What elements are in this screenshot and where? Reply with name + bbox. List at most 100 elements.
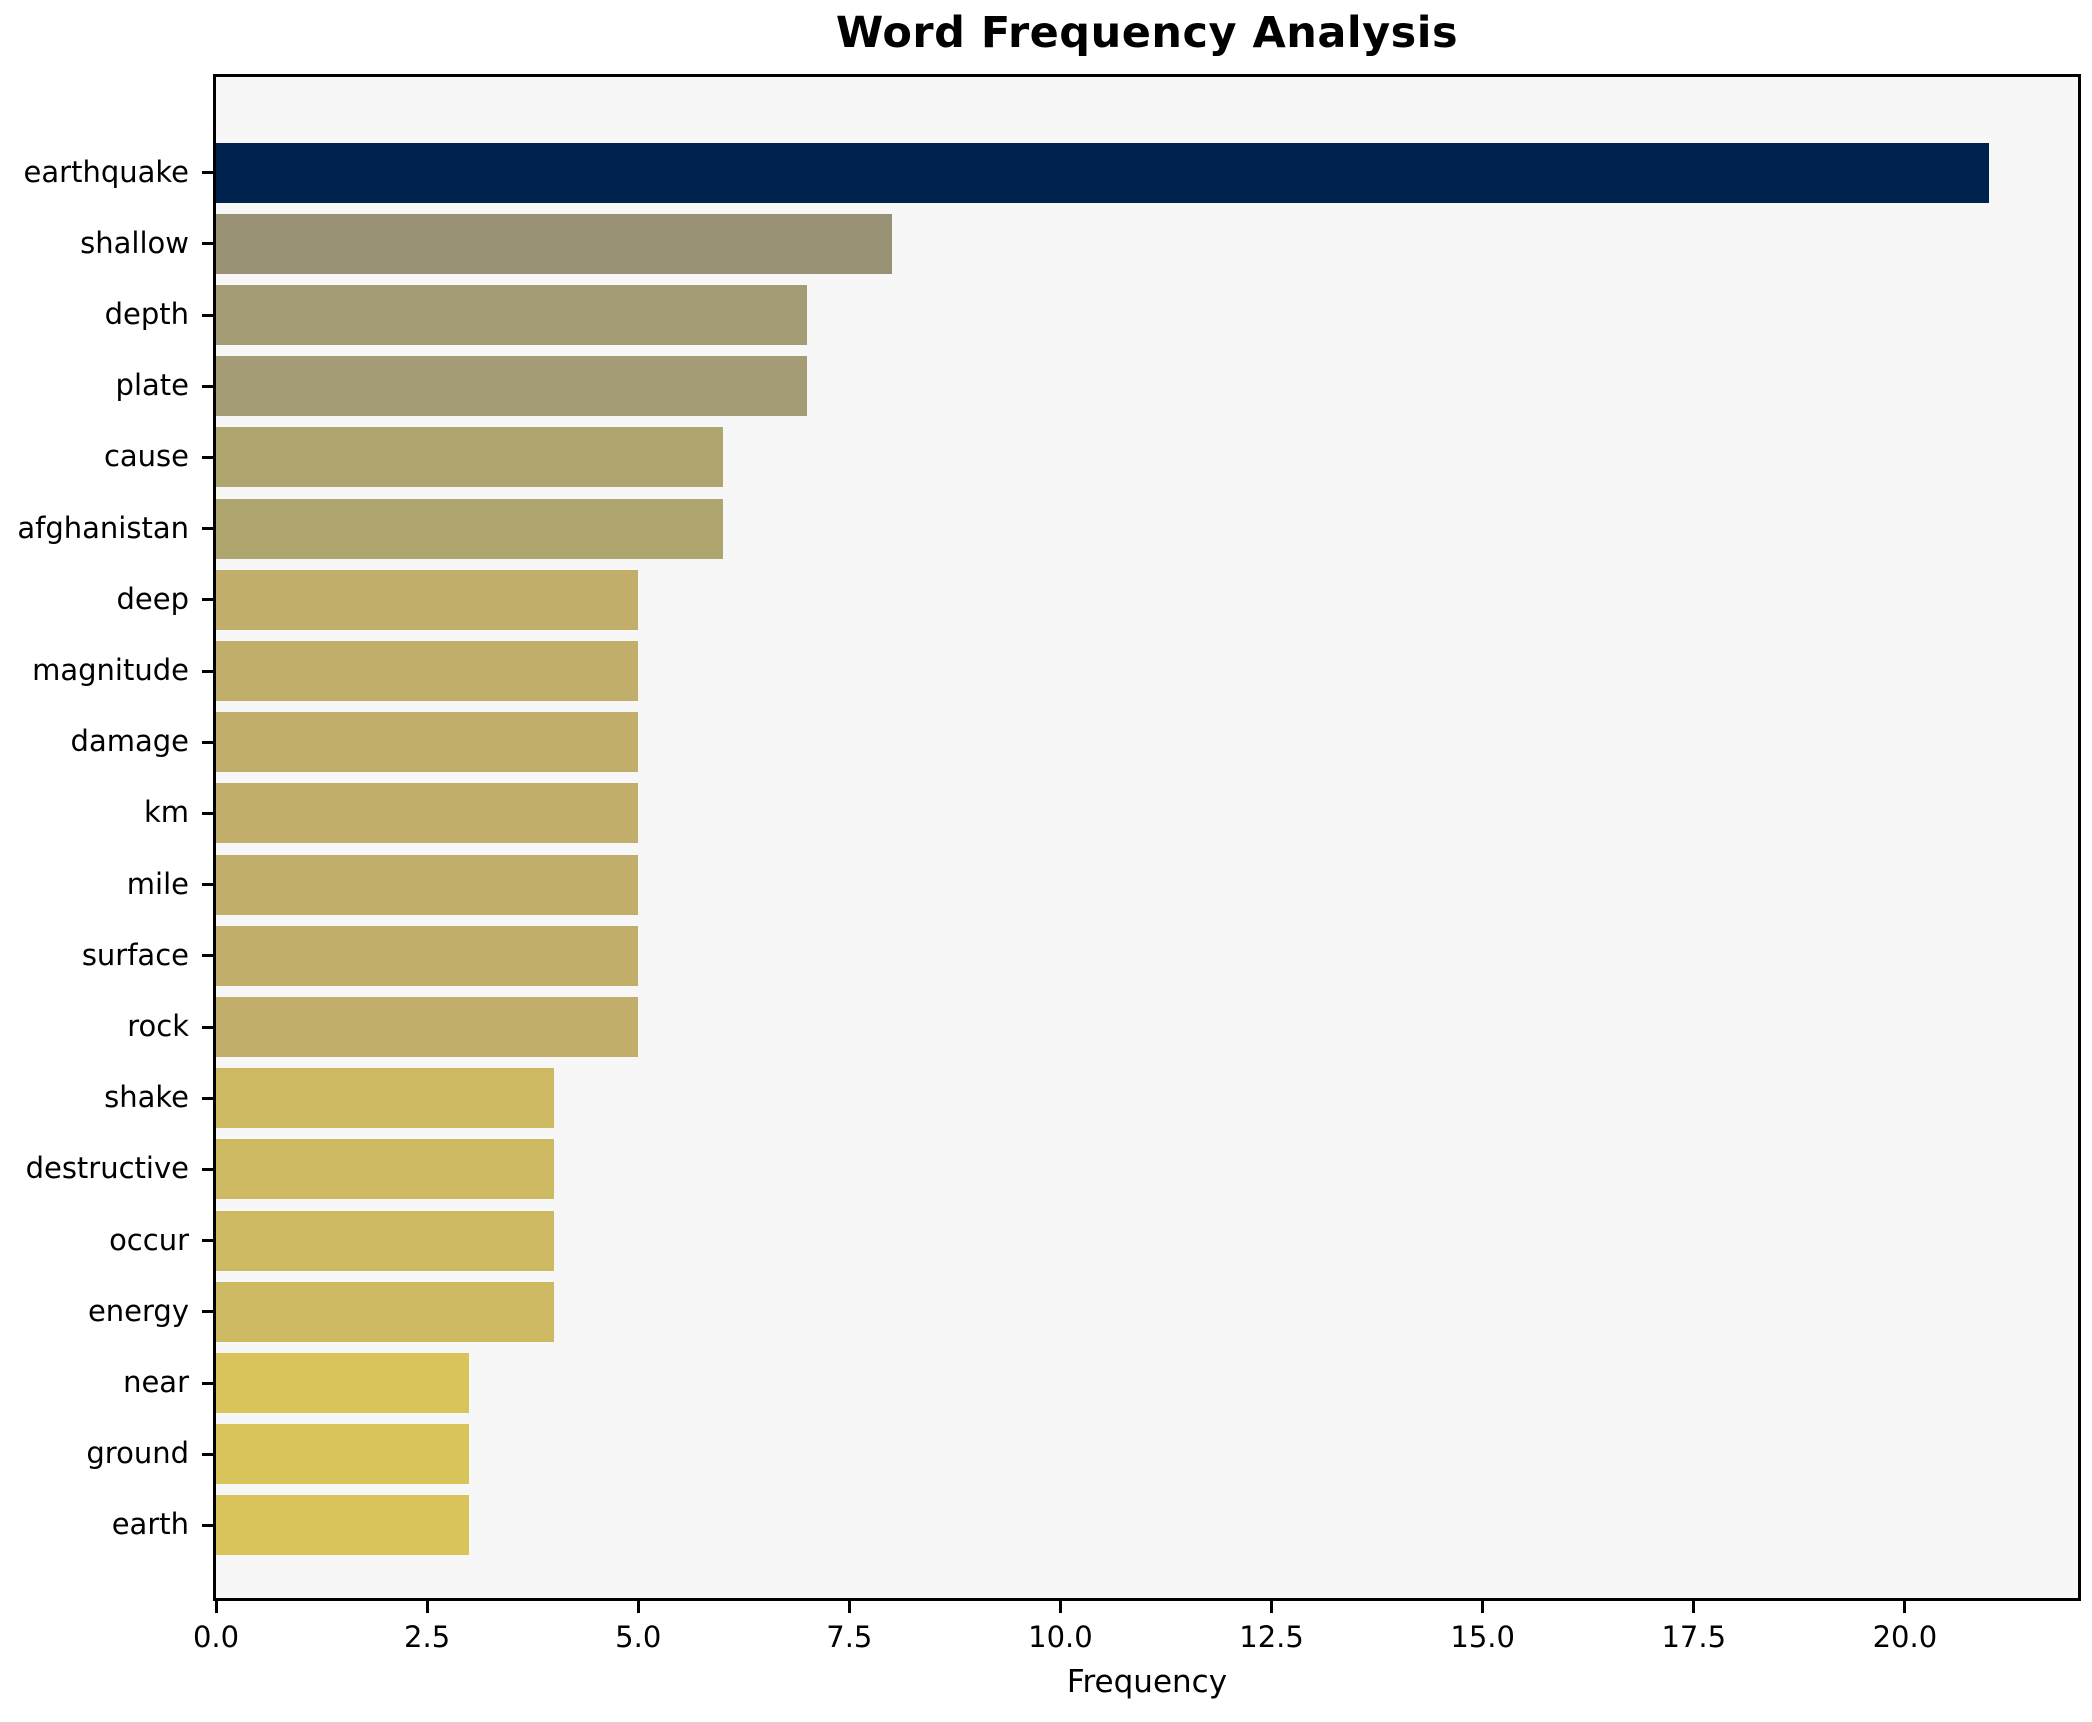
y-tick-mark	[202, 1310, 213, 1314]
y-tick-label-occur: occur	[109, 1222, 189, 1257]
y-tick-label-rock: rock	[127, 1009, 189, 1043]
frequency-bar-shallow	[216, 213, 892, 274]
bar-row	[216, 991, 2078, 1062]
frequency-bar-energy	[216, 1281, 554, 1342]
y-tick-label-near: near	[123, 1365, 189, 1399]
bar-row	[216, 493, 2078, 564]
y-tick-mark	[202, 242, 213, 246]
y-tick-mark	[202, 669, 213, 673]
x-tick-label-10.0: 10.0	[1028, 1620, 1093, 1654]
bar-row	[216, 778, 2078, 849]
frequency-bar-occur	[216, 1210, 554, 1271]
y-tick-mark	[202, 883, 213, 887]
y-tick-mark	[202, 1025, 213, 1029]
frequency-bar-surface	[216, 925, 639, 986]
x-axis-title: Frequency	[1066, 1664, 1228, 1700]
y-tick-mark	[202, 171, 213, 175]
y-tick-mark	[202, 1239, 213, 1243]
y-tick-mark	[202, 1096, 213, 1100]
chart-title: Word Frequency Analysis	[835, 8, 1459, 58]
x-tick-label-0.0: 0.0	[192, 1620, 240, 1654]
x-tick-mark	[847, 1601, 851, 1613]
y-tick-label-plate: plate	[115, 368, 189, 403]
bar-row	[216, 351, 2078, 422]
frequency-bar-earthquake	[216, 142, 1990, 203]
bar-row	[216, 1063, 2078, 1134]
y-tick-label-magnitude: magnitude	[32, 653, 189, 687]
y-tick-label-shake: shake	[104, 1080, 189, 1115]
x-tick-mark	[1903, 1601, 1907, 1613]
bar-row	[216, 1276, 2078, 1347]
frequency-bar-km	[216, 783, 639, 844]
bar-row	[216, 208, 2078, 279]
y-tick-mark	[202, 384, 213, 388]
x-tick-mark	[1058, 1601, 1062, 1613]
frequency-bar-deep	[216, 569, 639, 630]
y-tick-mark	[202, 313, 213, 317]
y-tick-mark	[202, 455, 213, 459]
frequency-bar-afghanistan	[216, 498, 723, 559]
y-tick-mark	[202, 954, 213, 958]
y-tick-label-depth: depth	[104, 297, 189, 331]
frequency-bar-cause	[216, 427, 723, 488]
y-tick-label-km: km	[143, 795, 189, 830]
y-tick-mark	[202, 1381, 213, 1385]
y-tick-label-energy: energy	[87, 1293, 189, 1328]
x-tick-label-12.5: 12.5	[1239, 1620, 1304, 1654]
frequency-bar-damage	[216, 712, 639, 773]
bar-row	[216, 1205, 2078, 1276]
y-tick-mark	[202, 740, 213, 744]
bar-row	[216, 849, 2078, 920]
frequency-bar-shake	[216, 1068, 554, 1129]
y-tick-label-deep: deep	[116, 581, 190, 616]
y-tick-mark	[202, 1523, 213, 1527]
y-tick-mark	[202, 1167, 213, 1171]
y-tick-mark	[202, 811, 213, 815]
y-tick-label-afghanistan: afghanistan	[17, 510, 189, 545]
x-tick-mark	[214, 1601, 218, 1613]
y-tick-label-shallow: shallow	[80, 225, 189, 260]
frequency-bar-destructive	[216, 1139, 554, 1200]
y-tick-label-ground: ground	[86, 1436, 189, 1471]
y-tick-label-destructive: destructive	[25, 1151, 189, 1186]
bar-row	[216, 422, 2078, 493]
bar-row	[216, 1490, 2078, 1561]
x-tick-label-7.5: 7.5	[826, 1620, 873, 1654]
y-tick-label-cause: cause	[103, 439, 189, 474]
bar-row	[216, 1347, 2078, 1418]
x-tick-mark	[1481, 1601, 1485, 1613]
y-tick-label-earth: earth	[111, 1507, 189, 1542]
bar-row	[216, 564, 2078, 635]
x-tick-mark	[1692, 1601, 1696, 1613]
frequency-bar-plate	[216, 356, 808, 417]
bar-row	[216, 1134, 2078, 1205]
bar-row	[216, 137, 2078, 208]
x-tick-mark	[425, 1601, 429, 1613]
x-tick-mark	[1270, 1601, 1274, 1613]
bar-row	[216, 635, 2078, 706]
x-tick-label-5.0: 5.0	[615, 1620, 662, 1654]
frequency-bar-ground	[216, 1424, 470, 1485]
plot-area	[213, 74, 2081, 1601]
bar-row	[216, 707, 2078, 778]
frequency-bar-earth	[216, 1495, 470, 1556]
bar-row	[216, 1419, 2078, 1490]
y-tick-mark	[202, 598, 213, 602]
x-tick-mark	[636, 1601, 640, 1613]
y-tick-mark	[202, 527, 213, 531]
bar-row	[216, 920, 2078, 991]
frequency-bar-depth	[216, 284, 808, 345]
frequency-bar-mile	[216, 854, 639, 915]
bar-row	[216, 279, 2078, 350]
y-tick-label-surface: surface	[81, 937, 189, 972]
frequency-bar-rock	[216, 996, 639, 1057]
frequency-bar-magnitude	[216, 640, 639, 701]
x-tick-label-20.0: 20.0	[1872, 1620, 1938, 1654]
y-tick-label-earthquake: earthquake	[23, 154, 189, 189]
y-tick-label-mile: mile	[126, 866, 189, 901]
y-tick-mark	[202, 1452, 213, 1456]
x-tick-label-2.5: 2.5	[404, 1620, 451, 1654]
x-tick-label-17.5: 17.5	[1661, 1620, 1727, 1654]
frequency-bar-near	[216, 1352, 470, 1413]
